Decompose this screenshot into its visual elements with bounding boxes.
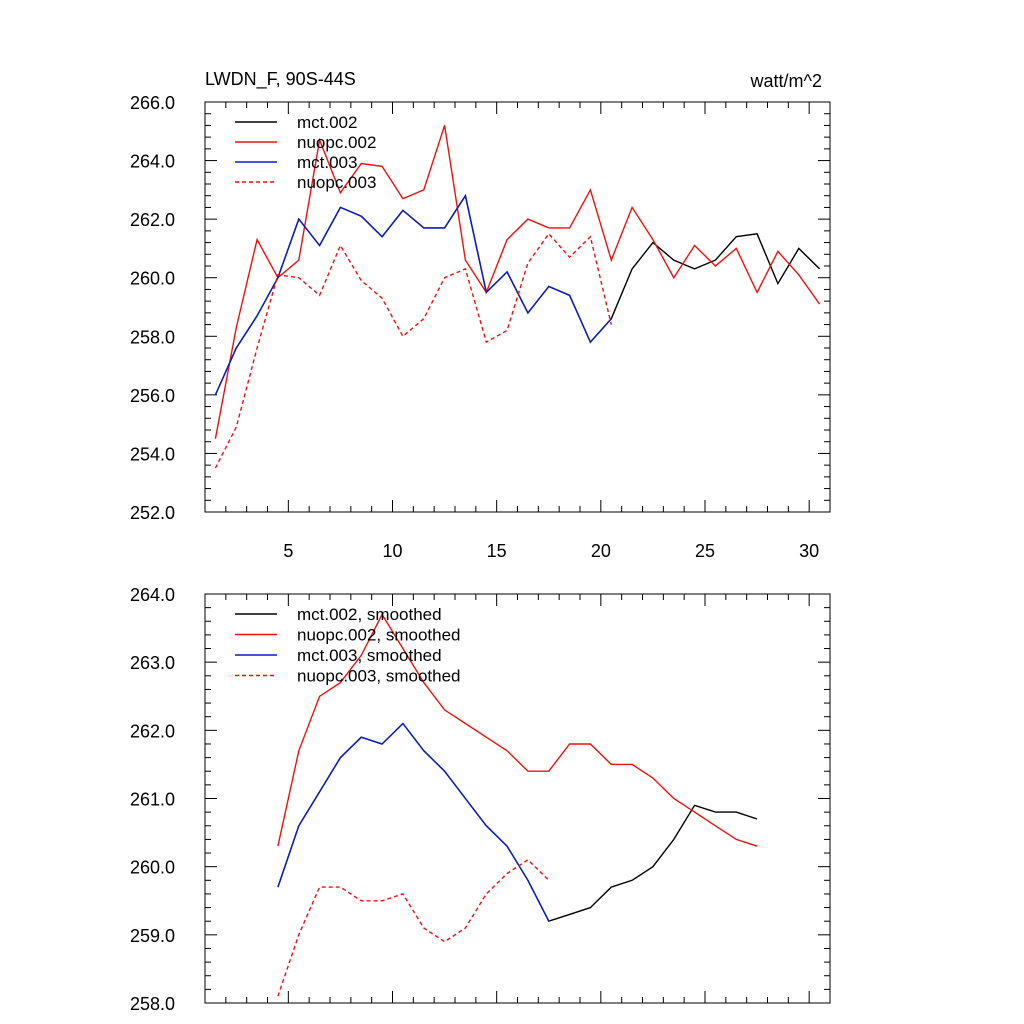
legend-label: mct.003 [297,153,357,172]
y-tick-label: 262.0 [130,210,175,230]
y-tick-label: 252.0 [130,503,175,523]
y-tick-label: 264.0 [130,585,175,605]
y-tick-label: 260.0 [130,269,175,289]
series-line-nuopc-002 [214,125,821,439]
legend-label: mct.002 [297,113,357,132]
series-line-nuopc-002-smoothed [277,613,758,847]
x-tick-label: 25 [695,541,715,561]
x-tick-label: 5 [283,541,293,561]
legend-label: nuopc.002 [297,133,376,152]
x-tick-label: 15 [487,541,507,561]
legend-label: mct.003, smoothed [297,646,442,665]
top-panel: LWDN_F, 90S-44S watt/m^2 252.0 254.0 256.0 25… [130,69,831,561]
legend-label: nuopc.003 [297,173,376,192]
y-tick-label: 254.0 [130,444,175,464]
y-tick-label: 262.0 [130,721,175,741]
y-tick-label: 261.0 [130,790,175,810]
series-line-mct-003-smoothed [277,722,550,922]
y-tick-label: 258.0 [130,994,175,1014]
x-tick-label: 20 [591,541,611,561]
series-line-mct-002 [214,193,821,396]
x-tick-label: 10 [382,541,402,561]
y-tick-label: 258.0 [130,327,175,347]
series-line-nuopc-003 [214,232,612,469]
y-tick-label: 259.0 [130,926,175,946]
y-tick-label: 256.0 [130,386,175,406]
y-tick-label: 266.0 [130,93,175,113]
series-line-nuopc-003-smoothed [277,858,550,997]
x-tick-label: 30 [799,541,819,561]
series-line-mct-002-smoothed [277,722,758,923]
series-line-mct-003 [214,193,612,396]
legend-label: nuopc.003, smoothed [297,667,461,686]
legend-label: nuopc.002, smoothed [297,626,461,645]
legend-label: mct.002, smoothed [297,605,442,624]
y-tick-label: 260.0 [130,858,175,878]
y-tick-label: 263.0 [130,653,175,673]
y-tick-label: 264.0 [130,152,175,172]
units-label: watt/m^2 [750,71,822,91]
chart-title: LWDN_F, 90S-44S [205,69,356,90]
bottom-panel: 258.0 259.0 260.0 261.0 262.0 263.0 264.0 mct.0… [130,585,831,1014]
